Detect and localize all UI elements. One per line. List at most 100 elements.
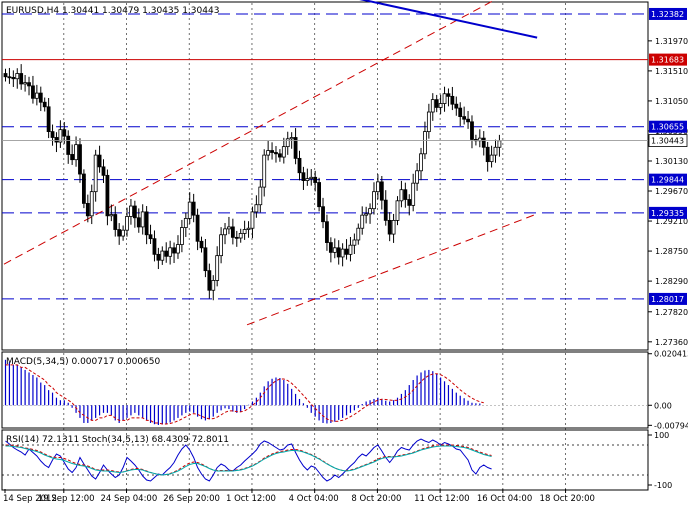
candle-body [466, 118, 470, 123]
price-tick-label: 1.27360 [655, 338, 688, 347]
candle-body [379, 181, 384, 201]
candle-body [266, 150, 271, 156]
candle-body [426, 111, 431, 133]
level-price-box [649, 173, 687, 186]
candle-body [66, 135, 71, 155]
level-price-label: 1.29844 [651, 176, 684, 185]
candle-body [285, 138, 290, 148]
candle-body [105, 174, 110, 217]
candle-body [74, 144, 78, 161]
candle-body [407, 199, 412, 206]
candle-body [328, 242, 333, 253]
macd-tick-label: -0.00794 [654, 421, 688, 430]
candle-body [31, 85, 35, 99]
candle-body [274, 152, 278, 155]
candle-body [234, 236, 239, 239]
candle-body [121, 229, 125, 237]
candle-body [199, 240, 204, 249]
candle-body [281, 146, 286, 158]
oscillator-tick-label: -100 [654, 481, 672, 490]
candle-body [434, 99, 439, 108]
candle-body [246, 227, 251, 230]
candle-body [7, 76, 12, 79]
date-tick-label: 18 Oct 20:00 [540, 494, 595, 504]
level-price-label: 1.29335 [651, 209, 684, 218]
candle-body [375, 181, 380, 193]
candle-body [462, 116, 467, 120]
candle-body [50, 131, 55, 138]
candlesticks [2, 64, 648, 301]
candle-body [356, 227, 361, 241]
date-tick-label: 26 Sep 20:00 [163, 494, 220, 504]
date-tick-label: 1 Oct 12:00 [226, 494, 276, 504]
oscillator-series-line [5, 438, 492, 482]
candle-body [301, 172, 306, 181]
candle-body [11, 77, 16, 80]
candle-body [191, 201, 196, 216]
candle-body [187, 201, 192, 219]
level-price-box [649, 120, 687, 133]
level-price-label: 1.28017 [651, 295, 684, 304]
candle-body [450, 95, 455, 105]
macd-tick-label: 0.020413 [654, 350, 688, 359]
price-tick-label: 1.31510 [655, 67, 688, 76]
level-price-box [649, 53, 687, 66]
candle-body [176, 244, 180, 254]
macd-label: MACD(5,34,5) 0.000717 0.000650 [6, 357, 161, 367]
candle-body [270, 150, 274, 153]
candle-body [125, 216, 129, 231]
candle-body [254, 204, 259, 213]
price-tick-label: 1.28290 [655, 277, 688, 286]
candle-body [160, 250, 165, 261]
candle-body [97, 154, 102, 168]
candle-body [219, 234, 224, 257]
candle-body [372, 191, 376, 210]
candle-body [113, 214, 118, 230]
candle-body [132, 205, 137, 219]
candle-body [54, 137, 59, 143]
candle-body [242, 229, 247, 234]
candle-body [470, 121, 474, 140]
candle-body [430, 99, 435, 113]
candle-body [489, 154, 494, 163]
candle-body [383, 199, 388, 221]
candle-body [215, 255, 220, 281]
candle-body [85, 203, 90, 217]
candle-body [297, 157, 302, 174]
date-tick-label: 14 Sep 2012 [3, 494, 57, 504]
candle-body [140, 211, 145, 228]
candle-body [117, 229, 122, 237]
candle-body [340, 248, 345, 258]
candle-body [179, 227, 184, 245]
price-tick-label: 1.28750 [655, 247, 688, 256]
horizontal-levels [2, 13, 648, 300]
candle-body [289, 137, 294, 140]
oscillator-label: RSI(14) 72.1311 Stoch(34,5,13) 68.4309 7… [6, 435, 229, 445]
candle-body [164, 250, 169, 257]
level-price-box [649, 206, 687, 219]
candle-body [168, 247, 173, 257]
candle-body [109, 214, 114, 217]
candle-body [305, 178, 310, 181]
candle-body [230, 226, 235, 238]
oscillator-tick-label: 100 [654, 431, 669, 440]
level-price-box [649, 292, 687, 305]
candle-body [293, 137, 298, 159]
level-price-label: 1.31683 [651, 56, 684, 65]
price-axis: 1.319701.315101.310501.305901.301301.296… [648, 7, 688, 347]
candle-body [15, 73, 20, 80]
price-tick-label: 1.27820 [655, 308, 688, 317]
candle-body [332, 247, 337, 253]
level-price-label: 1.30655 [651, 123, 684, 132]
candle-body [89, 191, 94, 217]
candle-body [352, 239, 357, 246]
candle-body [129, 205, 133, 217]
macd-panel-frame [1, 351, 649, 429]
level-price-label: 1.32382 [651, 10, 684, 19]
candle-body [258, 186, 263, 206]
candle-body [493, 146, 498, 156]
candle-body [411, 182, 416, 206]
